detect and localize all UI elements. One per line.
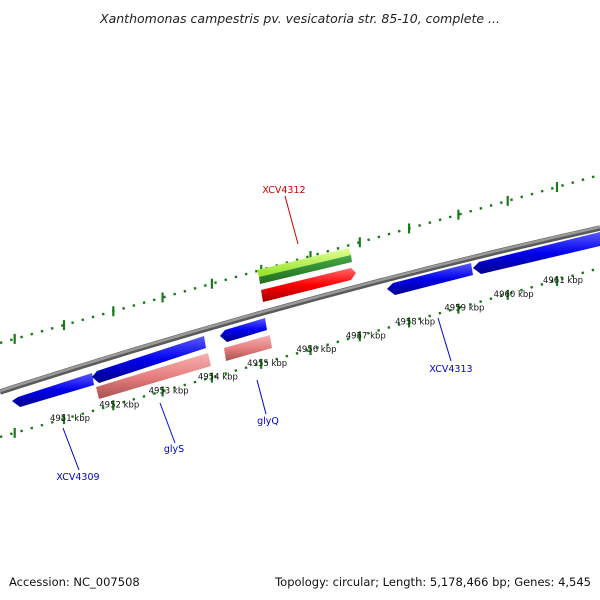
accession-text: Accession: NC_007508 — [9, 575, 140, 589]
tick-label: 4957 kbp — [346, 331, 386, 341]
topology-text: Topology: circular; Length: 5,178,466 bp… — [274, 575, 591, 589]
feature-glyq-cds[interactable] — [220, 318, 267, 342]
genome-backbone — [0, 225, 600, 395]
map-title: Xanthomonas campestris pv. vesicatoria s… — [99, 11, 500, 26]
tick-label: 4951 kbp — [50, 414, 90, 424]
gene-label-xcv4313[interactable]: XCV4313 — [429, 364, 472, 375]
feature-xcv4313-cds-a[interactable] — [387, 263, 473, 295]
tick-label: 4952 kbp — [99, 400, 139, 410]
feature-xcv4313-cds-b[interactable] — [473, 232, 600, 274]
gene-label-glyq[interactable]: glyQ — [257, 416, 279, 427]
label-leaders — [62, 195, 452, 471]
feature-xcv4312-cds[interactable] — [261, 268, 356, 302]
feature-glys-gene[interactable] — [96, 353, 211, 399]
gene-label-glys[interactable]: glyS — [164, 444, 184, 455]
lower-tick-track — [0, 266, 600, 439]
feature-glyq-gene[interactable] — [224, 335, 272, 361]
tick-label: 4961 kbp — [543, 276, 583, 286]
gene-label-xcv4312[interactable]: XCV4312 — [262, 185, 305, 196]
tick-label: 4953 kbp — [149, 386, 189, 396]
feature-xcv4312-rna[interactable] — [257, 248, 351, 277]
tick-label: 4954 kbp — [198, 373, 238, 383]
feature-xcv4312-gene[interactable] — [259, 255, 352, 284]
tick-label: 4959 kbp — [444, 304, 484, 314]
tick-label: 4960 kbp — [494, 290, 534, 300]
tick-label: 4955 kbp — [247, 359, 287, 369]
gene-label-xcv4309[interactable]: XCV4309 — [56, 472, 99, 483]
feature-xcv4309-cds[interactable] — [12, 373, 94, 407]
tick-labels: 4951 kbp 4952 kbp 4953 kbp 4954 kbp 4955 kbp… — [50, 276, 583, 424]
feature-glys-cds[interactable] — [92, 336, 206, 383]
tick-label: 4958 kbp — [395, 317, 435, 327]
tick-label: 4956 kbp — [296, 345, 336, 355]
